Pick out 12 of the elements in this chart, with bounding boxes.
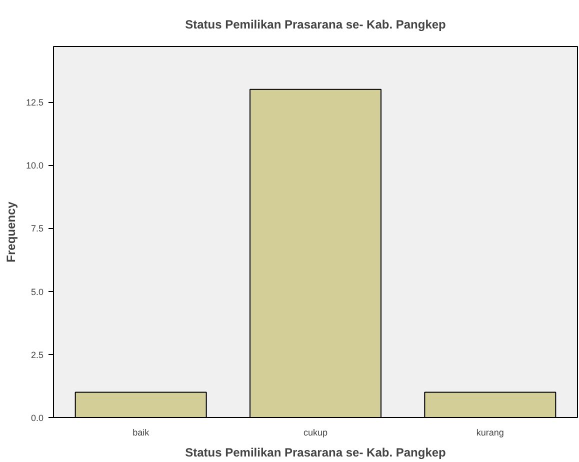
x-tick-label: cukup (303, 428, 328, 438)
y-tick-label: 12.5 (26, 98, 44, 108)
x-tick-label: kurang (476, 428, 504, 438)
x-tick-label: baik (132, 428, 150, 438)
y-tick-label: 5.0 (30, 286, 44, 297)
y-tick-label: 10.0 (26, 160, 44, 171)
y-tick-label: 0.0 (30, 413, 44, 423)
y-axis-title: Frequency (4, 201, 18, 262)
chart-title: Status Pemilikan Prasarana se- Kab. Pangkep (185, 18, 446, 32)
y-tick-label: 2.5 (30, 350, 44, 360)
y-tick-label: 7.5 (30, 224, 44, 234)
x-axis-title: Status Pemilikan Prasarana se- Kab. Pangkep (185, 446, 446, 460)
